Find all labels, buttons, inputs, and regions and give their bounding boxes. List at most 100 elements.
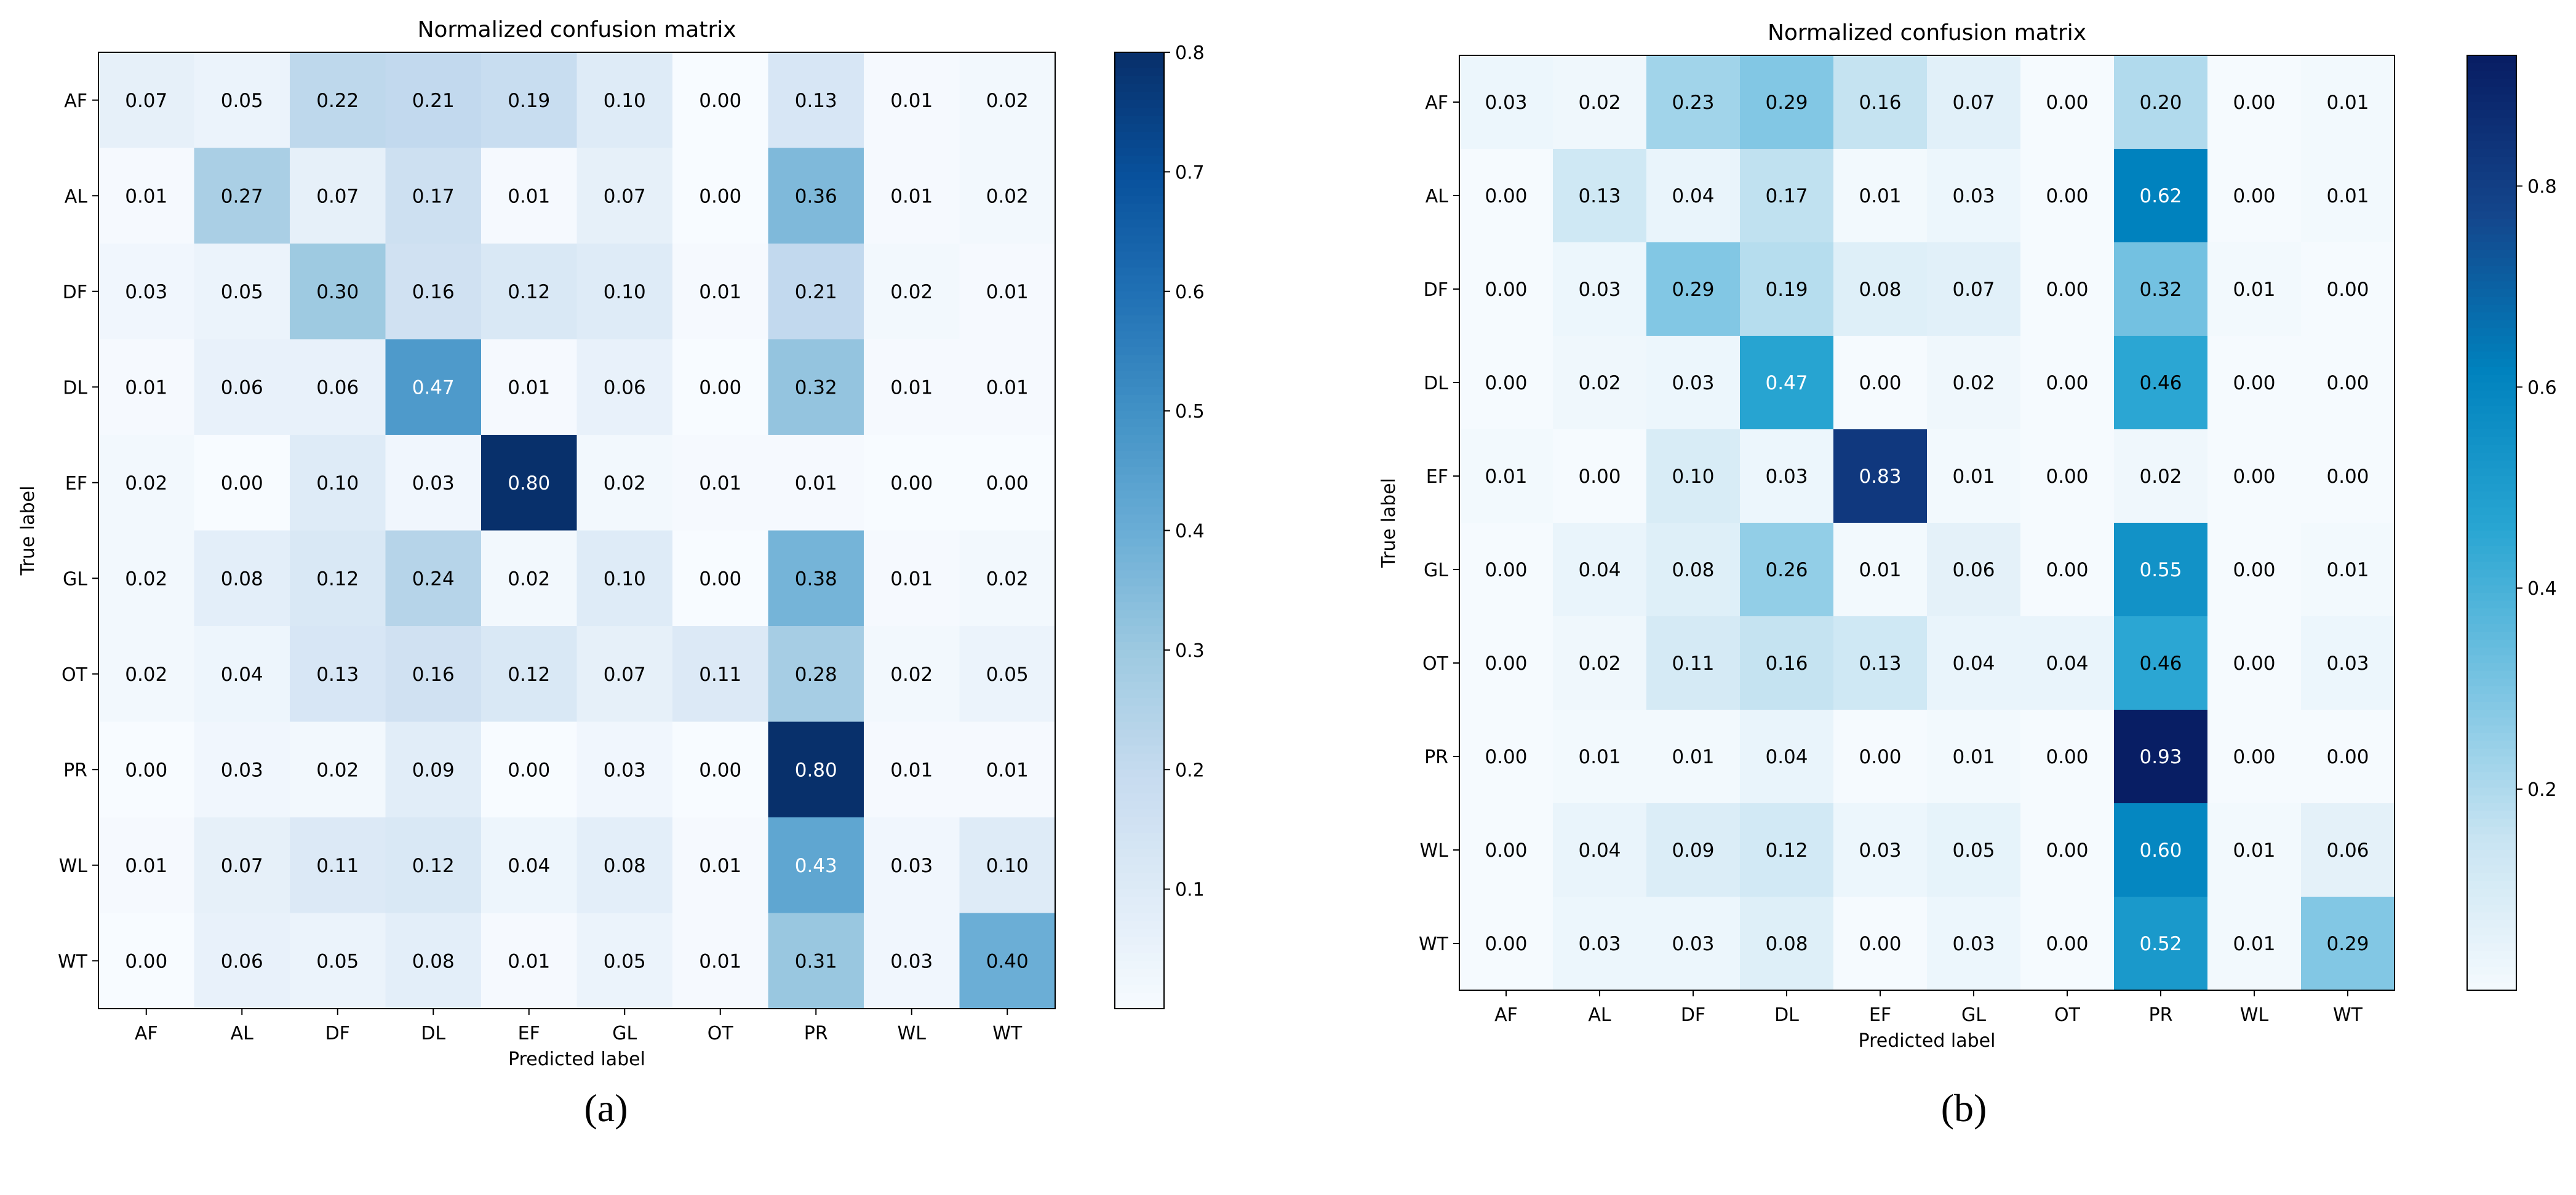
heatmap-cell xyxy=(864,435,960,531)
colorbar-segment xyxy=(2467,616,2516,625)
cell-value-label: 0.05 xyxy=(221,90,263,112)
heatmap-cell xyxy=(1740,710,1834,804)
heatmap-cell xyxy=(1833,616,1928,710)
heatmap-cell xyxy=(2207,149,2302,243)
cell-value-label: 0.04 xyxy=(508,855,550,877)
cell-value-label: 0.06 xyxy=(604,376,646,399)
heatmap-cell xyxy=(1927,429,2021,523)
colorbar-segment xyxy=(2467,351,2516,360)
cell-value-label: 0.11 xyxy=(316,855,359,877)
colorbar-segment xyxy=(2467,156,2516,165)
colorbar-segment xyxy=(2467,530,2516,539)
heatmap-cell xyxy=(864,148,960,244)
cell-value-label: 0.01 xyxy=(890,568,933,590)
cell-value-label: 0.32 xyxy=(795,376,837,399)
heatmap-cell xyxy=(959,435,1056,531)
colorbar-segment xyxy=(1115,889,1164,898)
heatmap-cell xyxy=(2020,897,2115,991)
cell-value-label: 0.05 xyxy=(1952,840,1995,862)
x-tick-label: DF xyxy=(1681,1004,1705,1026)
cell-value-label: 0.27 xyxy=(221,185,263,207)
heatmap-cell xyxy=(1927,55,2021,149)
heatmap-cell xyxy=(1553,523,1647,617)
heatmap-cell xyxy=(194,530,290,627)
heatmap-cell xyxy=(1646,897,1741,991)
colorbar-tick-label: 0.4 xyxy=(1175,521,1205,542)
heatmap-cell xyxy=(481,913,577,1009)
colorbar-segment xyxy=(2467,780,2516,788)
colorbar-segment xyxy=(2467,686,2516,695)
cell-value-label: 0.00 xyxy=(699,90,741,112)
colorbar-segment xyxy=(2467,383,2516,391)
cell-value-label: 0.12 xyxy=(316,568,359,590)
cell-value-label: 0.01 xyxy=(1672,746,1714,768)
colorbar-tick-label: 0.2 xyxy=(2527,779,2557,801)
colorbar-segment xyxy=(1115,299,1164,308)
colorbar-segment xyxy=(2467,266,2516,274)
cell-value-label: 0.00 xyxy=(1859,933,1901,955)
heatmap-cell xyxy=(672,52,768,148)
cell-value-label: 0.00 xyxy=(2233,746,2275,768)
colorbar-segment xyxy=(2467,935,2516,944)
y-tick-label: EF xyxy=(65,473,87,494)
colorbar-segment xyxy=(1115,570,1164,579)
heatmap-cell xyxy=(1459,242,1553,336)
colorbar-segment xyxy=(2467,258,2516,266)
colorbar-segment xyxy=(1115,315,1164,324)
heatmap-cell xyxy=(385,817,482,913)
colorbar-segment xyxy=(2467,897,2516,905)
colorbar-segment xyxy=(1115,244,1164,252)
heatmap-cell xyxy=(768,435,864,531)
colorbar-segment xyxy=(1115,945,1164,954)
cell-value-label: 0.36 xyxy=(795,185,837,207)
heatmap-cell xyxy=(768,913,864,1009)
cell-value-label: 0.00 xyxy=(1485,840,1527,862)
heatmap-cell xyxy=(1553,149,1647,243)
heatmap-cell xyxy=(2114,803,2208,897)
x-tick-label: AF xyxy=(1494,1004,1518,1026)
y-tick-label: DF xyxy=(63,282,87,303)
colorbar-segment xyxy=(2467,406,2516,415)
colorbar-segment xyxy=(2467,803,2516,812)
colorbar-segment xyxy=(1115,554,1164,563)
colorbar-segment xyxy=(1115,665,1164,675)
colorbar-segment xyxy=(1115,1001,1164,1009)
cell-value-label: 0.00 xyxy=(2326,279,2369,301)
heatmap-cell xyxy=(959,148,1056,244)
colorbar-segment xyxy=(1115,825,1164,834)
cell-value-label: 0.02 xyxy=(986,568,1029,590)
heatmap-cell xyxy=(959,913,1056,1009)
cell-value-label: 0.38 xyxy=(795,568,837,590)
heatmap-cell xyxy=(1553,897,1647,991)
cell-value-label: 0.02 xyxy=(986,90,1029,112)
colorbar-tick-label: 0.1 xyxy=(1175,879,1205,901)
colorbar-segment xyxy=(2467,172,2516,181)
colorbar-segment xyxy=(1115,985,1164,994)
colorbar-segment xyxy=(2467,748,2516,757)
heatmap-cell xyxy=(2301,710,2395,804)
heatmap-cell xyxy=(2020,149,2115,243)
colorbar-segment xyxy=(2467,811,2516,820)
heatmap-cell xyxy=(290,817,386,913)
colorbar-segment xyxy=(1115,777,1164,787)
colorbar-segment xyxy=(2467,102,2516,111)
y-tick-label: DL xyxy=(1424,373,1448,394)
colorbar-segment xyxy=(2467,640,2516,648)
colorbar-segment xyxy=(2467,881,2516,890)
cell-value-label: 0.00 xyxy=(1485,933,1527,955)
colorbar-segment xyxy=(2467,86,2516,95)
heatmap-cell xyxy=(194,244,290,339)
cell-value-label: 0.00 xyxy=(1485,559,1527,581)
cell-value-label: 0.00 xyxy=(2326,372,2369,394)
cell-value-label: 0.13 xyxy=(1859,653,1901,675)
cell-value-label: 0.00 xyxy=(699,568,741,590)
heatmap-cell xyxy=(1833,523,1928,617)
cell-value-label: 0.01 xyxy=(1952,466,1995,488)
cell-value-label: 0.28 xyxy=(795,664,837,686)
heatmap-cell xyxy=(2301,429,2395,523)
heatmap-cell xyxy=(194,817,290,913)
colorbar-segment xyxy=(1115,969,1164,978)
colorbar-segment xyxy=(2467,476,2516,485)
cell-value-label: 0.60 xyxy=(2139,840,2182,862)
colorbar-segment xyxy=(1115,929,1164,938)
